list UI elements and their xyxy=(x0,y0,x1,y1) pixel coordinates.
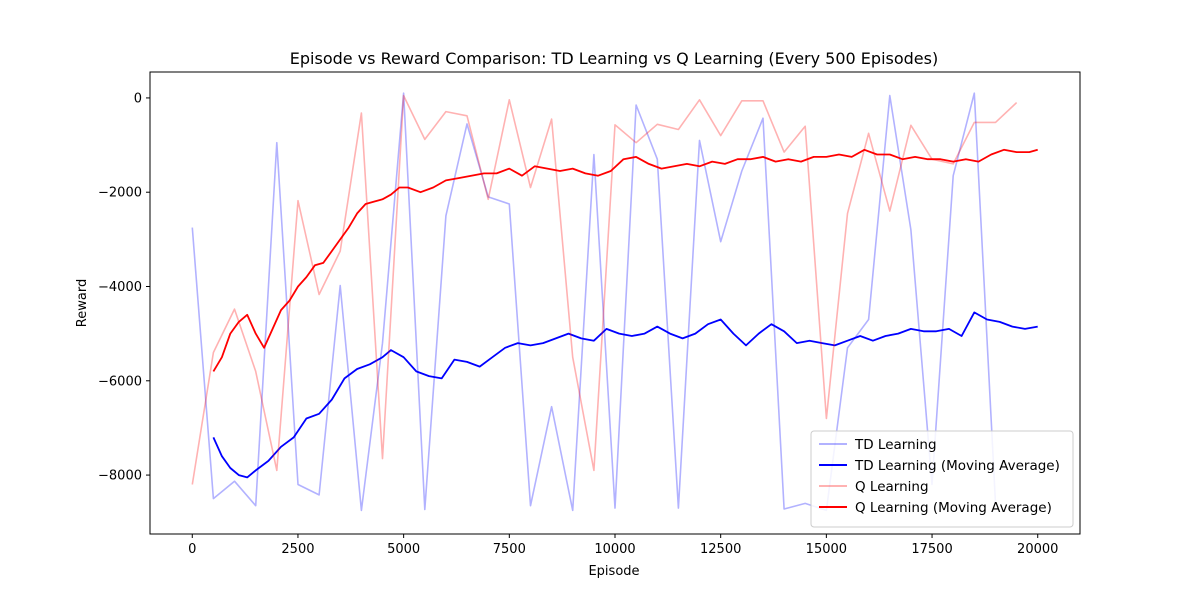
y-tick-label: −2000 xyxy=(98,186,142,201)
x-tick-label: 15000 xyxy=(806,542,847,557)
chart-title: Episode vs Reward Comparison: TD Learnin… xyxy=(290,49,938,68)
legend-label-0: TD Learning xyxy=(854,437,937,453)
x-tick-label: 0 xyxy=(188,542,196,557)
y-tick-label: −6000 xyxy=(98,374,142,389)
x-tick-label: 12500 xyxy=(700,542,741,557)
y-axis: −8000 −6000 −4000 −2000 0 xyxy=(98,91,150,484)
x-tick-label: 2500 xyxy=(281,542,314,557)
y-tick-label: −4000 xyxy=(98,280,142,295)
series-line-1 xyxy=(212,311,1038,479)
x-tick-label: 17500 xyxy=(911,542,952,557)
plot-area xyxy=(191,92,1038,512)
y-tick-label: −8000 xyxy=(98,469,142,484)
x-axis-label: Episode xyxy=(588,564,639,579)
legend: TD Learning TD Learning (Moving Average) Q… xyxy=(810,430,1074,528)
legend-box xyxy=(810,430,1074,528)
x-tick-label: 7500 xyxy=(493,542,526,557)
y-tick-label: 0 xyxy=(134,91,142,106)
legend-label-1: TD Learning (Moving Average) xyxy=(854,458,1060,474)
x-tick-label: 20000 xyxy=(1017,542,1058,557)
series-line-0 xyxy=(191,92,997,512)
legend-label-2: Q Learning xyxy=(855,479,929,495)
x-tick-label: 5000 xyxy=(387,542,420,557)
x-axis: 0 2500 5000 7500 10000 12500 15000 17500 20000 xyxy=(188,534,1058,557)
x-tick-label: 10000 xyxy=(594,542,635,557)
series-line-3 xyxy=(212,148,1038,372)
y-axis-label: Reward xyxy=(75,279,90,327)
legend-label-3: Q Learning (Moving Average) xyxy=(855,500,1052,516)
series-line-2 xyxy=(191,94,1018,485)
